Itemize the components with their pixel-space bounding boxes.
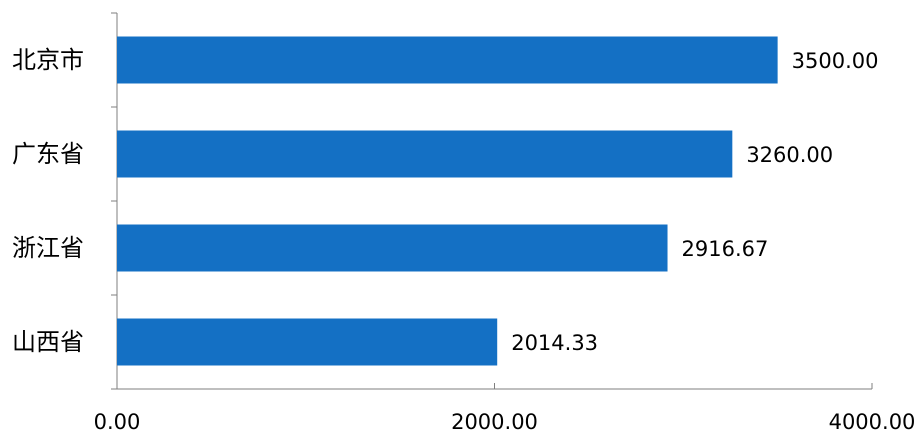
category-label: 北京市 [12,46,84,74]
value-label: 2916.67 [682,237,769,261]
bar [117,130,733,178]
value-label: 2014.33 [511,331,598,355]
x-tick-label: 0.00 [94,410,141,433]
value-label: 3260.00 [746,143,833,167]
x-tick-label: 2000.00 [451,410,538,433]
category-label: 浙江省 [12,234,84,262]
category-label: 山西省 [12,328,84,356]
x-tick-label: 4000.00 [829,410,916,433]
value-label: 3500.00 [792,49,879,73]
bars [117,36,778,366]
category-label: 广东省 [12,140,84,168]
bar [117,36,778,84]
bar [117,318,498,366]
labels: 0.00 2000.00 4000.00 北京市 3500.00 广东省 3260.00 浙江… [12,46,916,434]
bar [117,224,668,272]
